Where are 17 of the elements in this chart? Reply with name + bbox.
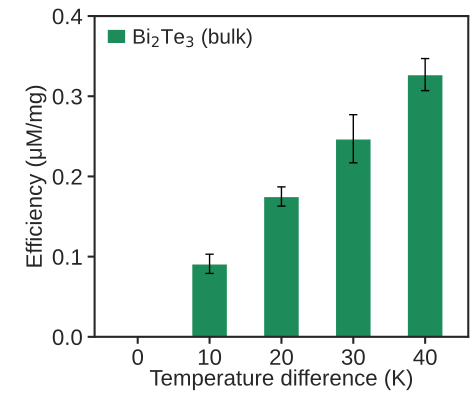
- bar: [262, 196, 300, 337]
- y-tick-label: 0.3: [52, 88, 82, 105]
- bar: [406, 74, 444, 337]
- x-axis-title: Temperature difference (K): [150, 369, 412, 390]
- y-tick-label: 0.4: [52, 8, 82, 24]
- y-axis-title: Efficiency (μM/mg): [26, 86, 46, 267]
- x-tick-label: 30: [342, 349, 365, 365]
- y-tick-label: 0.2: [52, 168, 82, 185]
- x-tick-label: 40: [413, 349, 437, 365]
- bar: [190, 263, 228, 337]
- legend-label: Bi$_{2}$Te$_{3}$ (bulk): [134, 28, 252, 48]
- y-tick-label: 0.0: [52, 329, 82, 346]
- bar: [334, 138, 372, 337]
- x-tick-label: 0: [132, 349, 144, 365]
- y-tick-label: 0.1: [52, 249, 82, 265]
- x-tick-label: 10: [198, 349, 222, 365]
- x-tick-label: 20: [270, 349, 293, 365]
